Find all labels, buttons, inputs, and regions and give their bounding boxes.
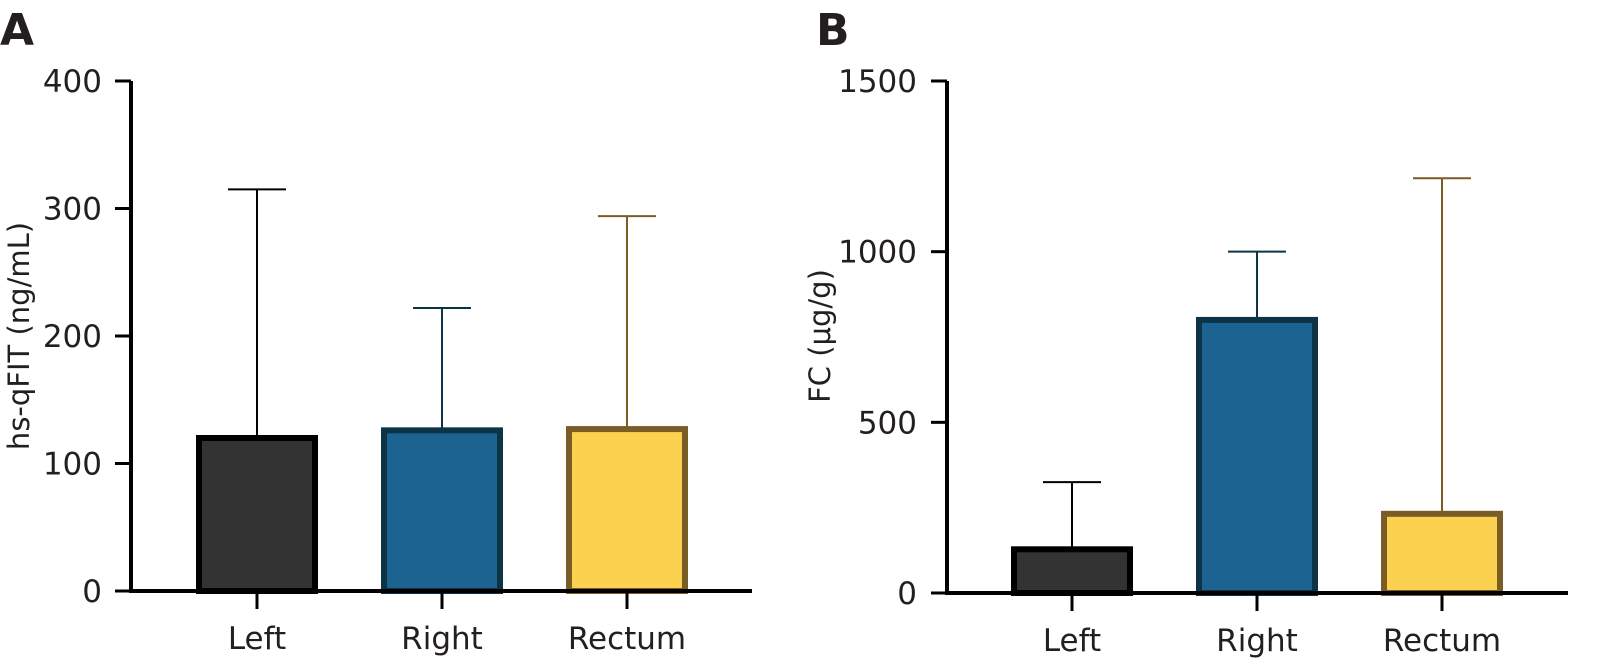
y-tick-label: 1000 xyxy=(838,235,917,271)
y-tick-label: 100 xyxy=(43,447,102,483)
y-tick-label: 400 xyxy=(43,64,102,100)
x-tick-label: Left xyxy=(1043,623,1101,659)
plot-area-b: Left Right Rectum 0 500 1000 1500 xyxy=(838,64,1568,659)
bar-right xyxy=(1196,316,1318,596)
y-tick-label: 1500 xyxy=(838,64,917,100)
x-tick-label: Right xyxy=(1216,623,1298,659)
y-tick-label: 0 xyxy=(897,576,917,612)
y-axis-title-a: hs-qFIT (ng/mL) xyxy=(2,222,36,450)
y-axis-title-b: FC (μg/g) xyxy=(803,269,837,403)
bar-left xyxy=(1011,546,1133,596)
x-tick-label: Right xyxy=(401,621,483,657)
y-tick-label: 500 xyxy=(858,405,917,441)
panel-label-b: B xyxy=(816,5,850,56)
y-tick-label: 300 xyxy=(43,192,102,228)
x-tick-label: Rectum xyxy=(568,621,686,657)
plot-area-a: Left Right Rectum 0 100 200 300 400 xyxy=(43,64,752,657)
bar-rectum xyxy=(566,426,688,595)
x-tick-label: Rectum xyxy=(1383,623,1501,659)
y-tick-label: 0 xyxy=(82,574,102,610)
y-tick-label: 200 xyxy=(43,319,102,355)
bar-right xyxy=(381,427,503,594)
bar-left xyxy=(196,435,318,594)
panel-b: B FC (μg/g) Left Right Rectum 0 500 1000 1500 xyxy=(803,5,1568,659)
x-tick-label: Left xyxy=(228,621,286,657)
bar-rectum xyxy=(1381,510,1503,596)
panel-a: A hs-qFIT (ng/mL) Left Right Rectum 0 100 200… xyxy=(0,5,752,657)
panel-label-a: A xyxy=(0,5,34,56)
